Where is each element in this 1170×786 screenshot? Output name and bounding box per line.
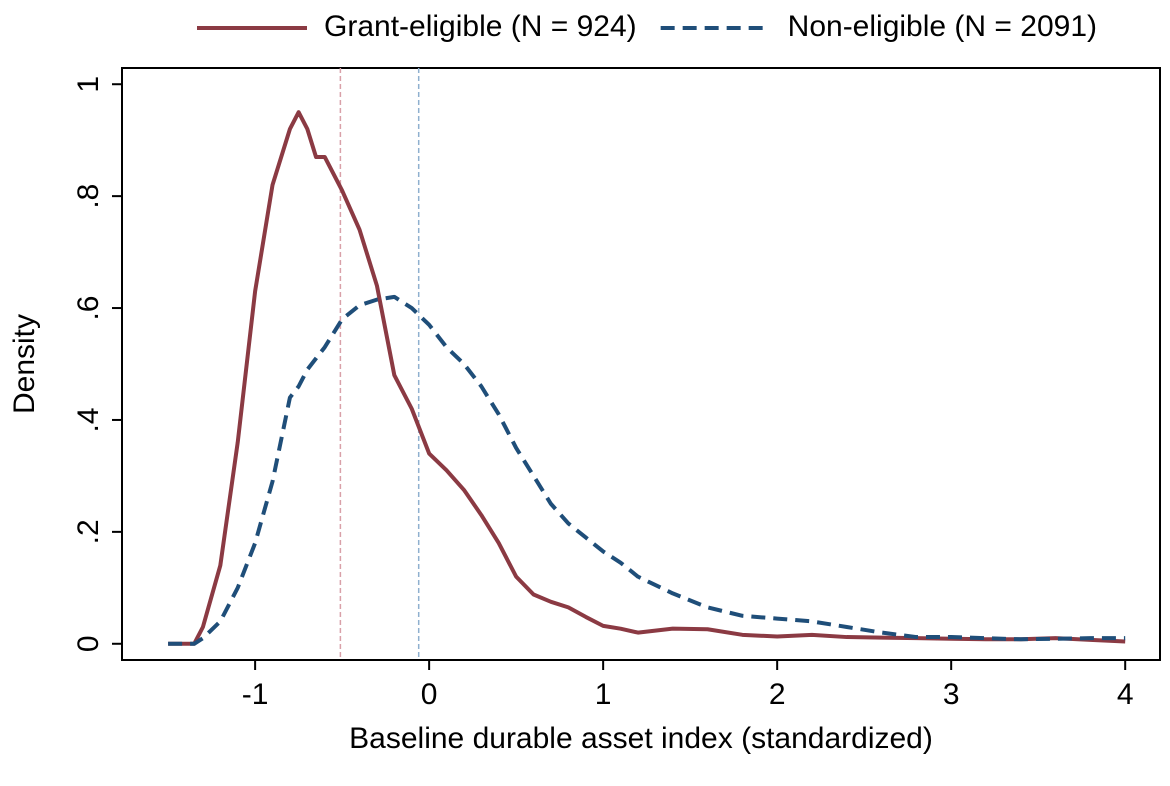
- plot-frame: [121, 67, 1161, 661]
- y-tick-label: .6: [72, 296, 105, 321]
- y-axis-label: Density: [8, 314, 41, 414]
- y-tick-label: .4: [72, 407, 105, 432]
- y-tick-label: .2: [72, 519, 105, 544]
- y-tick-label: .8: [72, 184, 105, 209]
- x-tick-label: 4: [1117, 678, 1134, 711]
- x-tick-label: 0: [421, 678, 438, 711]
- density-line: [168, 110, 1126, 646]
- legend-label: Grant-eligible (N = 924): [324, 10, 637, 43]
- legend-label: Non-eligible (N = 2091): [788, 10, 1097, 43]
- x-axis-label: Baseline durable asset index (standardiz…: [349, 722, 933, 755]
- x-tick-label: 1: [595, 678, 612, 711]
- y-tick-label: 0: [72, 635, 105, 652]
- x-tick-label: -1: [242, 678, 269, 711]
- y-tick-label: 1: [72, 76, 105, 93]
- x-tick-label: 3: [943, 678, 960, 711]
- x-tick-label: 2: [769, 678, 786, 711]
- density-line: [168, 294, 1126, 646]
